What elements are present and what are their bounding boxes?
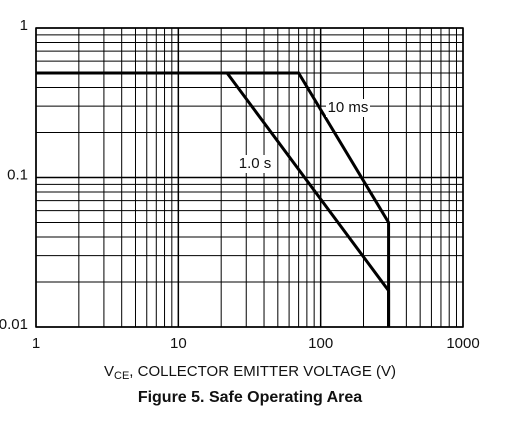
- x-tick-label: 1000: [446, 335, 479, 352]
- y-tick-label: 1: [20, 17, 28, 34]
- x-label-subscript: CE: [114, 370, 129, 382]
- y-tick-label: 0.1: [7, 166, 28, 183]
- x-tick-label: 100: [308, 335, 333, 352]
- plot-frame: [35, 27, 464, 328]
- series-label: 10 ms: [328, 99, 369, 116]
- x-tick-label: 1: [32, 335, 40, 352]
- caption: Figure 5. Safe Operating Area: [138, 389, 362, 406]
- label-background: [233, 155, 277, 173]
- y-tick-label: 0.01: [0, 316, 28, 333]
- x-label-symbol: V: [104, 363, 114, 380]
- series-label: 1.0 s: [239, 155, 272, 172]
- x-label-text: , COLLECTOR EMITTER VOLTAGE (V): [129, 363, 396, 380]
- x-axis-label: VCE, COLLECTOR EMITTER VOLTAGE (V): [104, 363, 396, 382]
- label-background: [326, 99, 370, 117]
- x-tick-label: 10: [170, 335, 187, 352]
- series-line: [36, 71, 391, 327]
